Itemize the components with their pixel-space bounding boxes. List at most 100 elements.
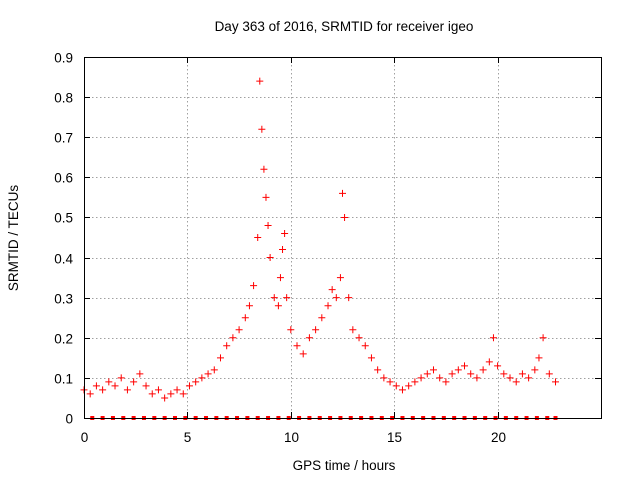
data-point <box>256 77 264 85</box>
data-point <box>161 394 169 402</box>
data-point <box>324 302 332 310</box>
data-point <box>386 378 394 386</box>
data-point <box>148 390 156 398</box>
data-point <box>423 370 431 378</box>
data-point <box>367 354 375 362</box>
data-point <box>270 294 278 302</box>
data-point <box>245 302 253 310</box>
data-point <box>467 370 475 378</box>
x-tick-label: 10 <box>284 430 299 445</box>
data-point <box>287 326 295 334</box>
data-point <box>179 390 187 398</box>
data-point <box>235 326 243 334</box>
data-point <box>254 234 262 241</box>
x-axis-label: GPS time / hours <box>293 458 396 473</box>
data-point <box>283 294 291 302</box>
data-point <box>411 378 419 386</box>
data-point <box>154 386 162 394</box>
data-point <box>417 374 425 382</box>
data-point <box>210 366 218 374</box>
data-point <box>305 334 313 342</box>
data-point <box>349 326 357 334</box>
data-point <box>398 386 406 394</box>
y-axis-label: SRMTID / TECUs <box>6 185 21 292</box>
data-point <box>241 314 249 322</box>
data-point <box>185 382 193 390</box>
data-point <box>250 282 258 290</box>
grid-lines <box>84 57 601 418</box>
y-tick-label: 0.9 <box>54 51 73 66</box>
y-tick-label: 0 <box>65 412 73 427</box>
data-point <box>281 229 289 237</box>
data-point <box>276 274 284 282</box>
data-point <box>173 386 181 394</box>
y-tick-label: 0.3 <box>54 292 73 307</box>
data-point <box>494 362 502 370</box>
data-point <box>539 334 547 342</box>
data-point <box>535 354 543 362</box>
data-point <box>274 302 282 310</box>
data-point <box>355 334 363 342</box>
data-point <box>442 378 450 386</box>
x-tick-label: 15 <box>387 430 402 445</box>
data-point <box>86 390 94 398</box>
data-point <box>223 342 231 350</box>
data-point <box>328 286 336 294</box>
data-point <box>105 378 113 386</box>
srmtid-series <box>80 77 560 402</box>
data-point <box>405 382 413 390</box>
data-point <box>117 374 125 382</box>
y-tick-label: 0.4 <box>54 252 73 267</box>
data-point <box>111 382 119 390</box>
y-tick-label: 0.2 <box>54 332 73 347</box>
y-tick-label: 0.8 <box>54 91 73 106</box>
data-point <box>258 125 266 133</box>
data-point <box>485 358 493 366</box>
data-point <box>339 189 346 197</box>
data-point <box>500 370 508 378</box>
data-point <box>123 386 131 394</box>
data-point <box>332 294 340 302</box>
y-tick-labels: 0 0.1 0.2 0.3 0.4 0.5 0.6 0.7 0.8 0.9 <box>54 51 73 427</box>
data-point <box>260 165 268 173</box>
data-point <box>266 254 274 262</box>
data-point <box>374 366 382 374</box>
y-tick-label: 0.1 <box>54 372 73 387</box>
y-tick-label: 0.7 <box>54 131 73 146</box>
data-point <box>525 374 533 382</box>
data-point <box>552 378 560 386</box>
data-point <box>279 246 287 254</box>
data-point <box>361 342 369 350</box>
chart-title: Day 363 of 2016, SRMTID for receiver ige… <box>215 19 474 34</box>
plot-frame <box>84 57 602 419</box>
x-tick-label: 0 <box>81 430 89 445</box>
data-point <box>392 382 400 390</box>
data-point <box>518 370 526 378</box>
x-tick-label: 5 <box>184 430 192 445</box>
data-point <box>531 366 539 374</box>
data-point <box>99 386 107 394</box>
data-point <box>506 374 514 382</box>
data-point <box>345 294 353 302</box>
data-point <box>318 314 326 322</box>
data-point <box>479 366 487 374</box>
data-point <box>512 378 520 386</box>
data-point <box>216 354 224 362</box>
axis-ticks <box>84 57 601 419</box>
data-point <box>454 366 462 374</box>
data-point <box>429 366 437 374</box>
x-tick-labels: 0 5 10 15 20 <box>81 430 506 445</box>
data-point <box>436 374 444 382</box>
data-point <box>461 362 469 370</box>
data-point <box>448 370 456 378</box>
data-point <box>380 374 388 382</box>
data-point <box>264 221 272 229</box>
data-point <box>341 213 349 221</box>
y-tick-label: 0.6 <box>54 171 73 186</box>
data-point <box>489 334 497 342</box>
data-point <box>204 370 212 378</box>
data-point <box>299 350 307 358</box>
data-point <box>473 374 481 382</box>
data-point <box>92 382 100 390</box>
